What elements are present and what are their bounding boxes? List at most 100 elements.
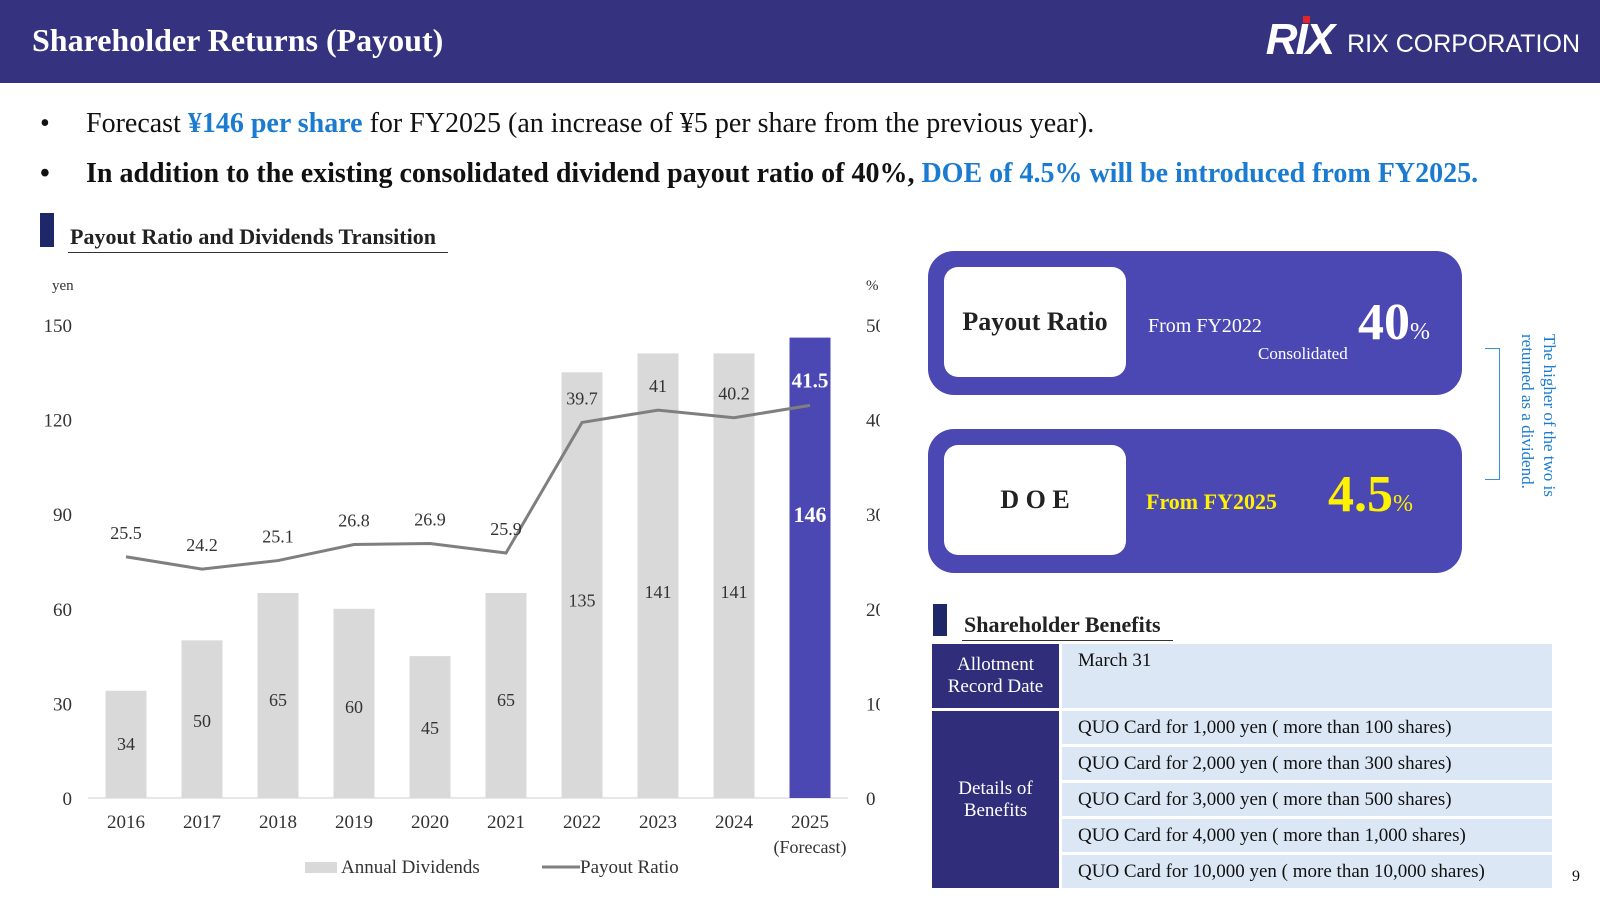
dividend-data-label: 45 (421, 718, 439, 738)
logo-mark: RIX (1265, 15, 1335, 64)
table-row: QUO Card for 10,000 yen ( more than 10,0… (932, 855, 1552, 888)
dividend-bar (181, 640, 223, 798)
dividend-data-label: 50 (193, 711, 211, 731)
right-tick-label: 20 (866, 600, 880, 621)
payout-data-label: 25.9 (490, 519, 522, 539)
x-tick-label: 2020 (411, 812, 449, 833)
legend-label-dividends: Annual Dividends (341, 857, 480, 878)
payout-data-label: 26.8 (338, 510, 370, 530)
dividend-bar (789, 337, 831, 798)
doe-panel: D O E From FY2025 4.5% (928, 429, 1462, 573)
table-row: Allotment Record Date March 31 (932, 644, 1552, 708)
payout-note: Consolidated (1258, 344, 1348, 363)
benefit-item: QUO Card for 1,000 yen ( more than 100 s… (1062, 711, 1552, 744)
dividend-bar (713, 353, 755, 798)
x-tick-label: 2023 (639, 812, 677, 833)
dividend-bar (333, 608, 375, 798)
payout-from: From FY2022 (1148, 315, 1262, 337)
table-row: Details of Benefits QUO Card for 1,000 y… (932, 711, 1552, 888)
payout-ratio-label: Payout Ratio (944, 267, 1126, 377)
dividend-bar (105, 690, 147, 798)
x-tick-label: 2025 (791, 812, 829, 833)
benefit-item: QUO Card for 4,000 yen ( more than 1,000… (1062, 819, 1552, 852)
benefits-section-title: Shareholder Benefits (962, 612, 1173, 641)
chart-section-title: Payout Ratio and Dividends Transition (68, 224, 448, 253)
legend-label-payout: Payout Ratio (580, 857, 679, 878)
x-tick-label: 2022 (563, 812, 601, 833)
left-tick-label: 120 (44, 411, 73, 432)
x-tick-label: 2017 (183, 812, 221, 833)
benefit-item: QUO Card for 3,000 yen ( more than 500 s… (1062, 783, 1552, 816)
payout-data-label: 41.5 (792, 368, 829, 392)
dividend-bar (637, 353, 679, 798)
doe-from: From FY2025 (1146, 489, 1277, 514)
header-bar: Shareholder Returns (Payout) RIX RIX COR… (0, 0, 1600, 83)
bullet-text: Forecast ¥146 per share for FY2025 (an i… (86, 108, 1095, 139)
right-tick-label: 30 (866, 505, 880, 526)
section-marker (933, 604, 947, 636)
right-tick-label: 50 (866, 316, 880, 337)
payout-ratio-line (125, 403, 811, 571)
payout-data-label: 40.2 (718, 384, 750, 404)
benefit-item: QUO Card for 2,000 yen ( more than 300 s… (1062, 747, 1552, 780)
right-tick-label: 0 (866, 789, 876, 810)
x-tick-label: 2024 (715, 812, 754, 833)
forecast-label: (Forecast) (774, 837, 847, 858)
dividend-data-label: 65 (269, 690, 287, 710)
dividend-data-label: 65 (497, 690, 515, 710)
higher-of-two-note: The higher of the two is returned as a d… (1518, 334, 1559, 497)
bullet-dot: • (40, 158, 50, 189)
dividend-data-label: 135 (569, 590, 596, 610)
bullet-text: In addition to the existing consolidated… (86, 158, 1479, 189)
left-tick-label: 90 (53, 505, 72, 526)
record-date-value: March 31 (1062, 644, 1552, 708)
dividend-bar (257, 593, 299, 798)
payout-value: 40% (1358, 294, 1430, 351)
section-marker (40, 213, 54, 247)
logo-name: RIX CORPORATION (1347, 29, 1580, 58)
page-title: Shareholder Returns (Payout) (32, 22, 444, 58)
bullet-highlight: ¥146 per share (187, 108, 363, 139)
doe-value: 4.5% (1328, 466, 1413, 523)
x-tick-label: 2016 (107, 812, 145, 833)
dividend-data-label: 141 (645, 582, 672, 602)
x-tick-label: 2021 (487, 812, 525, 833)
payout-data-label: 25.5 (110, 523, 142, 543)
company-logo: RIX RIX CORPORATION (1265, 15, 1580, 64)
table-row: QUO Card for 4,000 yen ( more than 1,000… (932, 819, 1552, 852)
payout-data-label: 24.2 (186, 535, 218, 555)
details-header: Details of Benefits (932, 711, 1062, 888)
dividend-data-label: 146 (794, 502, 827, 527)
bullet-highlight: DOE of 4.5% will be introduced from FY20… (921, 158, 1479, 189)
legend-swatch-dividends (305, 862, 337, 873)
doe-label: D O E (944, 445, 1126, 555)
bracket-connector (1485, 348, 1500, 480)
dividend-data-label: 60 (345, 697, 363, 717)
payout-dividend-chart: yen% 0 30 60 90 120 150 0 10 20 30 40 50 34 50 65 60 45 65… (44, 278, 881, 878)
bullet-doe: • In addition to the existing consolidat… (40, 158, 1478, 190)
benefit-item: QUO Card for 10,000 yen ( more than 10,0… (1062, 855, 1552, 888)
dividend-data-label: 141 (721, 582, 748, 602)
x-tick-label: 2018 (259, 812, 297, 833)
page-number: 9 (1572, 868, 1580, 885)
dividend-bar (409, 656, 451, 798)
bullet-forecast: • Forecast ¥146 per share for FY2025 (an… (40, 108, 1094, 140)
left-tick-label: 30 (53, 694, 72, 715)
left-tick-label: 0 (63, 789, 73, 810)
right-axis-unit: % (866, 278, 879, 294)
left-axis-unit: yen (52, 278, 74, 294)
payout-ratio-panel: Payout Ratio From FY2022 Consolidated 40… (928, 251, 1462, 395)
right-tick-label: 10 (866, 694, 880, 715)
bullet-dot: • (40, 108, 50, 139)
table-row: QUO Card for 2,000 yen ( more than 300 s… (932, 747, 1552, 780)
dividend-bar (561, 372, 603, 798)
right-tick-label: 40 (866, 411, 880, 432)
x-tick-label: 2019 (335, 812, 373, 833)
dividend-bar (485, 593, 527, 798)
payout-data-label: 41 (649, 376, 667, 396)
table-row: QUO Card for 3,000 yen ( more than 500 s… (932, 783, 1552, 816)
record-date-header: Allotment Record Date (932, 644, 1062, 708)
payout-data-label: 39.7 (566, 388, 598, 408)
benefits-table: Allotment Record Date March 31 Details o… (932, 641, 1552, 891)
left-tick-label: 60 (53, 600, 72, 621)
